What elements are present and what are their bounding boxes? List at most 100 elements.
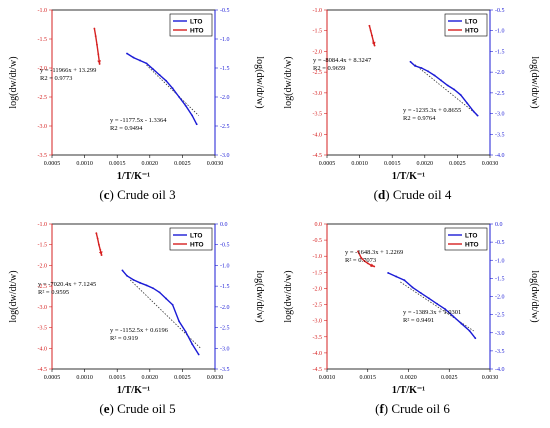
hto-arrow-head [98,251,103,256]
caption-letter: f [379,401,384,416]
x-tick-label: 0.0030 [207,375,224,381]
x-tick-label: 0.0010 [76,375,93,381]
series-point-lto [476,114,479,117]
fit-r2: R² = 0.919 [110,335,138,342]
fit-line [146,64,199,116]
legend-label-hto: HTO [465,242,479,249]
legend-label-hto: HTO [465,28,479,35]
series-point-lto [184,104,187,107]
fit-equation: y = -8084.4x + 8.3247 [313,57,372,64]
series-point-hto [371,34,373,37]
chart-panel-f: 0.0010 0.0015 0.0020 0.0025 0.0030 0.0 -0.5 -1.… [275,214,550,428]
y-right-tick-label: -1.5 [495,49,505,55]
series-point-lto [126,274,128,277]
series-point-lto [195,123,198,126]
y-left-tick-label: -3.5 [38,153,48,159]
series-point-lto [414,65,416,67]
series-point-lto [171,303,174,306]
y-axis-label-right: log(dw/dt/w) [254,270,265,322]
caption-c: (c) Crude oil 3 [99,187,176,202]
series-point-lto [158,291,161,294]
y-left-tick-label: -2.5 [313,303,323,309]
x-tick-label: 0.0020 [400,375,417,381]
series-point-hto [363,260,366,262]
series-point-lto [427,70,429,73]
series-line-lto [387,272,476,339]
series-point-lto [165,297,168,300]
y-left-tick-label: -1.5 [313,29,323,35]
x-tick-label: 0.0015 [109,161,126,167]
y-right-tick-label: 0.0 [495,222,503,228]
y-left-tick-label: -1.5 [313,270,323,276]
series-point-lto [152,68,154,71]
series-point-lto [420,67,423,69]
y-left-tick-label: -4.0 [313,132,323,138]
y-right-tick-label: -3.0 [495,112,505,118]
fit-r2: R² = 0.9595 [38,289,69,296]
y-left-tick-label: -2.0 [313,286,323,292]
y-axis-label-right: log(dw/dt/w) [529,56,540,108]
x-tick-label: 0.0010 [76,161,93,167]
series-point-hto [96,237,99,240]
y-right-tick-label: -2.5 [495,91,505,97]
y-left-tick-label: -1.0 [313,8,323,14]
y-left-tick-label: -2.0 [38,66,48,72]
series-point-lto [403,279,406,282]
series-point-lto [452,315,455,318]
y-axis-label-right: log(dw/dt/w) [254,56,265,108]
series-point-lto [197,353,200,356]
series-point-hto [369,29,372,32]
series-point-lto [139,59,141,62]
hto-arrow-head [371,41,376,46]
x-tick-label: 0.0030 [482,161,499,167]
series-point-hto [357,250,359,253]
y-left-tick-label: -2.5 [313,70,323,76]
fit-equation: y = -7020.4x + 7.1245 [38,281,96,288]
series-point-lto [411,286,414,289]
y-right-tick-label: -1.0 [220,263,230,269]
y-right-tick-label: -3.5 [220,367,230,373]
series-point-lto [433,74,436,77]
series-point-lto [444,308,447,311]
y-left-tick-label: -3.5 [313,112,323,118]
series-point-lto [427,297,430,300]
series-point-hto [93,27,96,30]
chart-panel-e: 0.0005 0.0010 0.0015 0.0020 0.0025 0.0030 -1.0… [0,214,275,428]
caption-e: (e) Crude oil 5 [99,401,176,416]
x-tick-label: 0.0005 [44,161,61,167]
x-tick-label: 0.0005 [44,375,61,381]
y-right-tick-label: -2.5 [220,326,230,332]
y-left-tick-label: -3.5 [38,326,48,332]
series-point-hto [98,63,101,65]
series-point-lto [387,272,390,274]
x-tick-label: 0.0020 [417,161,434,167]
series-point-hto [100,254,103,256]
fit-r2: R2 = 0.9659 [313,65,345,72]
y-right-tick-label: -3.0 [220,346,230,352]
y-right-tick-label: -3.0 [495,331,505,337]
y-axis-label-left: log(dw/dt/w) [8,270,19,322]
y-left-tick-label: -4.0 [38,346,48,352]
series-point-lto [165,79,168,82]
caption-letter: d [378,187,386,202]
y-right-tick-label: 0.0 [220,222,228,228]
caption-letter: e [103,401,110,416]
legend-label-lto: LTO [465,19,477,26]
series-point-lto [158,74,161,76]
series-point-lto [191,114,194,117]
x-axis-label: 1/T/K⁻¹ [392,171,425,182]
y-left-tick-label: -1.5 [38,243,48,249]
x-axis-label: 1/T/K⁻¹ [392,385,425,396]
y-left-tick-label: -2.5 [38,284,48,290]
y-left-tick-label: -2.0 [313,49,323,55]
x-tick-label: 0.0025 [449,161,466,167]
fit-equation: y = -1235.3x + 0.8655 [403,107,461,114]
y-right-tick-label: -0.5 [220,8,230,14]
caption-text: Crude oil 5 [117,401,176,416]
x-tick-label: 0.0015 [384,161,401,167]
y-left-tick-label: -3.0 [38,124,48,130]
series-point-hto [95,232,98,235]
y-left-tick-label: -0.5 [313,238,323,244]
y-right-tick-label: -1.0 [495,29,505,35]
series-point-lto [152,287,154,290]
